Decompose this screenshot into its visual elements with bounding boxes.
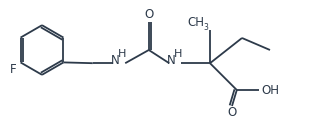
Text: CH: CH	[188, 16, 204, 29]
Text: O: O	[144, 8, 154, 21]
Text: 3: 3	[203, 23, 208, 32]
Text: OH: OH	[261, 84, 279, 96]
Text: O: O	[227, 106, 237, 119]
Text: F: F	[10, 63, 17, 76]
Text: H: H	[118, 49, 126, 59]
Text: N: N	[167, 53, 176, 67]
Text: N: N	[111, 53, 120, 67]
Text: H: H	[174, 49, 182, 59]
